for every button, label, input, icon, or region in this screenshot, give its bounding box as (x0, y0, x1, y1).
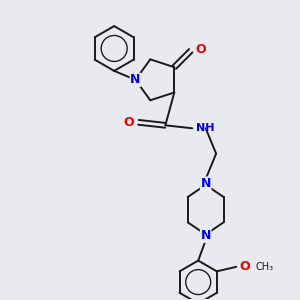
Text: N: N (130, 73, 141, 86)
Text: O: O (239, 260, 250, 273)
Text: CH₃: CH₃ (256, 262, 274, 272)
Text: O: O (195, 43, 206, 56)
Text: N: N (200, 229, 211, 242)
Text: O: O (123, 116, 134, 129)
Text: NH: NH (196, 123, 214, 133)
Text: N: N (200, 177, 211, 190)
